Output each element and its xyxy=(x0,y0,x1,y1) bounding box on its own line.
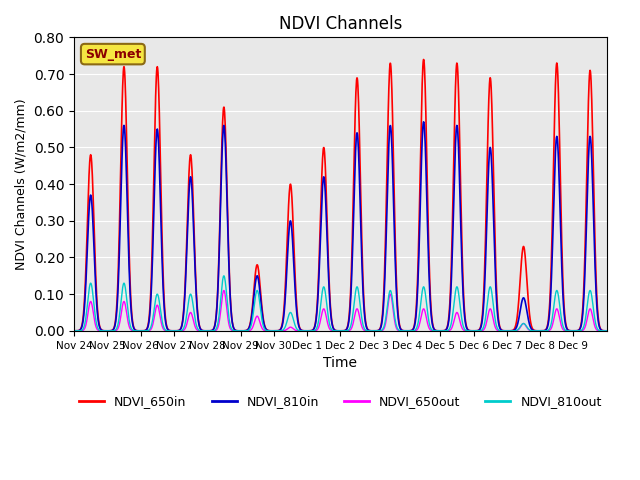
NDVI_810out xyxy=(166,328,173,334)
NDVI_650in xyxy=(438,328,445,334)
NDVI_810out xyxy=(70,328,78,334)
NDVI_650out xyxy=(603,328,611,334)
NDVI_810in xyxy=(70,328,78,334)
NDVI_810in xyxy=(438,328,445,334)
NDVI_810in xyxy=(166,328,173,334)
NDVI_650out xyxy=(271,328,278,334)
NDVI_810out xyxy=(603,328,611,334)
Line: NDVI_810out: NDVI_810out xyxy=(74,276,607,331)
NDVI_650in xyxy=(420,57,428,62)
NDVI_810in xyxy=(342,326,350,332)
NDVI_650out xyxy=(569,328,577,334)
NDVI_650in xyxy=(603,328,611,334)
NDVI_650out xyxy=(438,328,445,334)
NDVI_650in xyxy=(70,328,78,334)
X-axis label: Time: Time xyxy=(323,356,357,370)
NDVI_650in xyxy=(342,326,350,332)
NDVI_810out xyxy=(80,324,88,330)
NDVI_650in xyxy=(311,323,319,328)
NDVI_810out xyxy=(569,328,577,334)
NDVI_810out xyxy=(536,328,543,334)
Y-axis label: NDVI Channels (W/m2/mm): NDVI Channels (W/m2/mm) xyxy=(15,98,28,270)
NDVI_650out xyxy=(220,288,228,293)
NDVI_810out xyxy=(220,273,228,279)
Line: NDVI_810in: NDVI_810in xyxy=(74,122,607,331)
NDVI_650out xyxy=(344,328,351,334)
NDVI_810out xyxy=(343,328,351,334)
NDVI_650in xyxy=(569,328,577,334)
Legend: NDVI_650in, NDVI_810in, NDVI_650out, NDVI_810out: NDVI_650in, NDVI_810in, NDVI_650out, NDV… xyxy=(74,390,607,413)
Text: SW_met: SW_met xyxy=(84,48,141,60)
NDVI_810in xyxy=(603,328,611,334)
NDVI_810in xyxy=(80,310,88,315)
NDVI_650out xyxy=(166,328,173,334)
NDVI_650in xyxy=(80,304,88,310)
NDVI_810in xyxy=(311,324,319,329)
NDVI_810in xyxy=(420,119,428,125)
NDVI_650out xyxy=(80,327,88,333)
Title: NDVI Channels: NDVI Channels xyxy=(278,15,402,33)
Line: NDVI_650out: NDVI_650out xyxy=(74,290,607,331)
Line: NDVI_650in: NDVI_650in xyxy=(74,60,607,331)
NDVI_650in xyxy=(166,327,173,333)
NDVI_810in xyxy=(569,328,577,334)
NDVI_650out xyxy=(70,328,78,334)
NDVI_810out xyxy=(312,327,319,333)
NDVI_810out xyxy=(438,328,445,334)
NDVI_650out xyxy=(312,328,319,334)
